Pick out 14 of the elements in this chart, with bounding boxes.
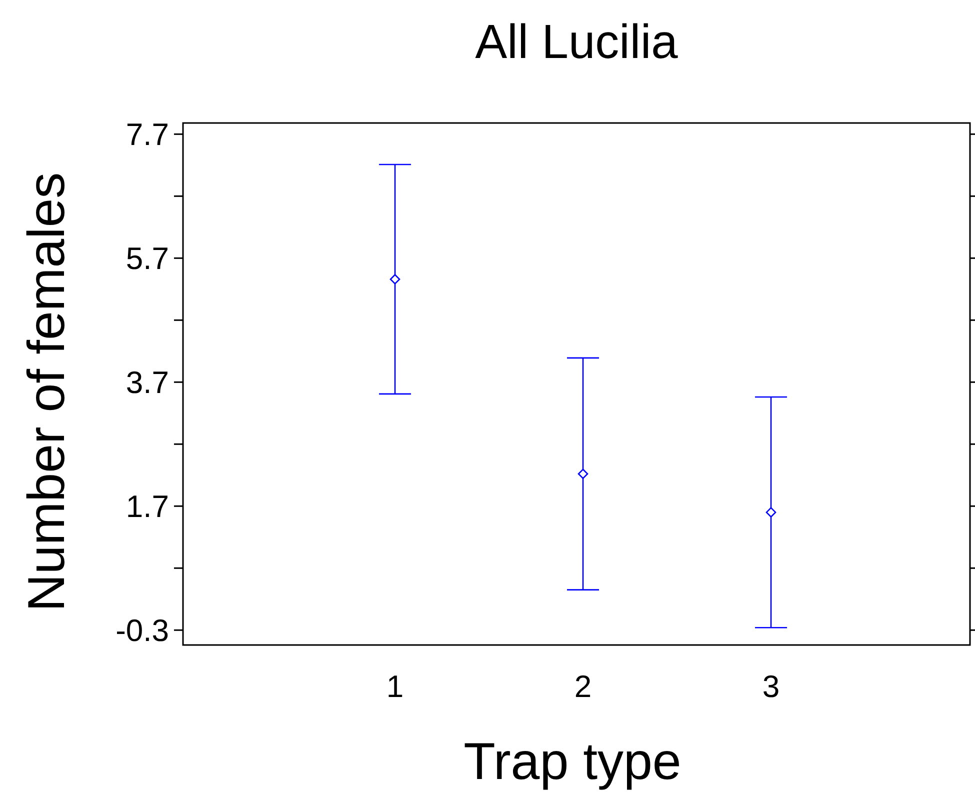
- chart-title: All Lucilia: [475, 16, 678, 69]
- x-tick-label: 2: [574, 669, 592, 704]
- x-axis-title: Trap type: [464, 733, 682, 791]
- x-tick-label: 1: [386, 669, 404, 704]
- y-axis-title: Number of females: [18, 172, 76, 612]
- point: [578, 468, 588, 480]
- point: [766, 507, 776, 518]
- y-tick-label: -0.3: [116, 612, 169, 648]
- y-tick-label: 5.7: [126, 241, 169, 276]
- y-tick-label: 7.7: [126, 117, 169, 152]
- point: [390, 274, 400, 284]
- y-tick-label: 3.7: [126, 364, 169, 400]
- x-tick-label: 3: [762, 669, 780, 704]
- y-tick-label: 1.7: [126, 488, 169, 524]
